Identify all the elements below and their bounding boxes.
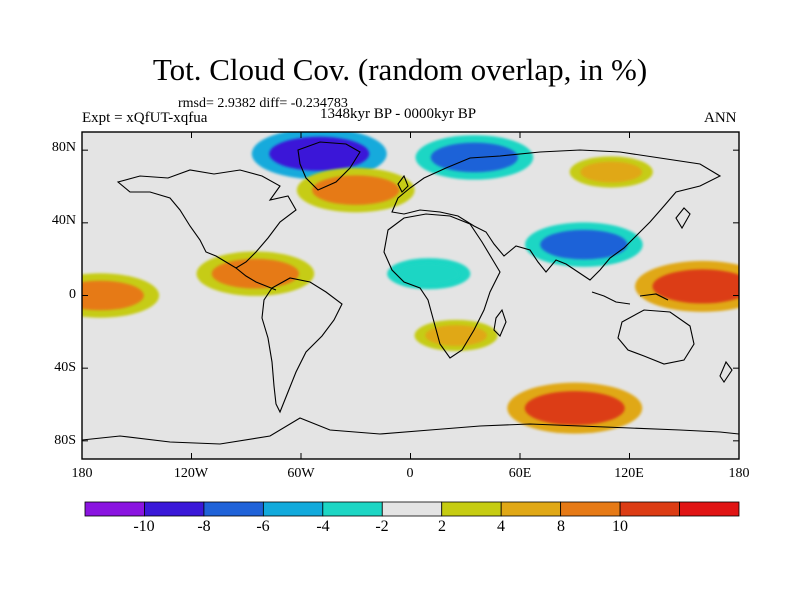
colorbar-swatch (500, 501, 562, 517)
colorbar-swatch (203, 501, 264, 517)
coast-greenland (297, 141, 361, 191)
season-label: ANN (704, 110, 737, 126)
rmsd-label: rmsd= 2.9382 diff= -0.234783 (178, 96, 348, 111)
x-tick-label: 60W (287, 466, 315, 481)
anomaly-core (82, 280, 144, 311)
colorbar-swatch (144, 501, 205, 517)
y-tick-label: 40N (51, 213, 76, 228)
y-tick-label: 0 (69, 287, 76, 302)
colorbar-swatch (560, 501, 621, 517)
x-tick-label: 120E (614, 466, 644, 481)
y-tick-label: 80S (54, 433, 76, 448)
colorbar-label: 10 (612, 518, 628, 535)
colorbar-swatch (679, 501, 740, 517)
colorbar-label: -2 (375, 518, 389, 535)
coast-madagascar (493, 308, 507, 337)
axis-ticks (81, 132, 740, 459)
colorbar-label: 2 (438, 518, 446, 535)
x-tick-label: 180 (71, 466, 93, 481)
x-tick-label: 0 (406, 466, 414, 481)
colorbar-swatch (322, 501, 383, 517)
colorbar-swatch (262, 501, 324, 517)
colorbar-swatch (441, 501, 502, 517)
coast-north-america (116, 169, 297, 269)
anomaly-core (524, 391, 625, 426)
colorbar-label: -8 (197, 518, 211, 535)
coast-central-america (235, 267, 277, 291)
colorbar (84, 501, 740, 517)
anomaly-field (82, 132, 739, 434)
experiment-label: Expt = xQfUT-xqfua (82, 110, 208, 126)
coast-africa (383, 213, 501, 359)
colorbar-swatch (381, 501, 443, 517)
colorbar-label: 8 (557, 518, 565, 535)
coast-south-america (261, 277, 343, 414)
y-tick-label: 40S (54, 360, 76, 375)
x-tick-label: 180 (728, 466, 750, 481)
anomaly-core (580, 161, 643, 183)
anomaly-core (652, 269, 739, 304)
x-tick-label: 60E (508, 466, 532, 481)
x-tick-label: 120W (173, 466, 209, 481)
colorbar-label: -6 (256, 518, 270, 535)
anomaly-core (312, 175, 400, 205)
coast-indonesia (591, 291, 669, 305)
anomaly-core (269, 136, 370, 171)
anomaly-core (425, 325, 487, 346)
anomaly-core (211, 258, 299, 289)
y-tick-label: 80N (51, 140, 76, 155)
coast-japan (675, 207, 691, 230)
chart-title: Tot. Cloud Cov. (random overlap, in %) (152, 52, 648, 87)
colorbar-label: -10 (133, 518, 155, 535)
period-label: 1348kyr BP - 0000kyr BP (320, 106, 477, 122)
coastlines (82, 141, 739, 445)
coast-new-zealand (719, 360, 733, 383)
coast-eurasia (391, 149, 722, 281)
colorbar-label: 4 (497, 518, 505, 535)
coast-british-isles (397, 174, 409, 193)
anomaly-core (397, 263, 460, 285)
colorbar-swatch (84, 501, 145, 517)
anomaly-core (540, 229, 628, 260)
colorbar-label: -4 (316, 518, 330, 535)
coast-australia (617, 309, 695, 365)
coast-antarctica (82, 417, 739, 445)
colorbar-swatch (619, 501, 680, 517)
